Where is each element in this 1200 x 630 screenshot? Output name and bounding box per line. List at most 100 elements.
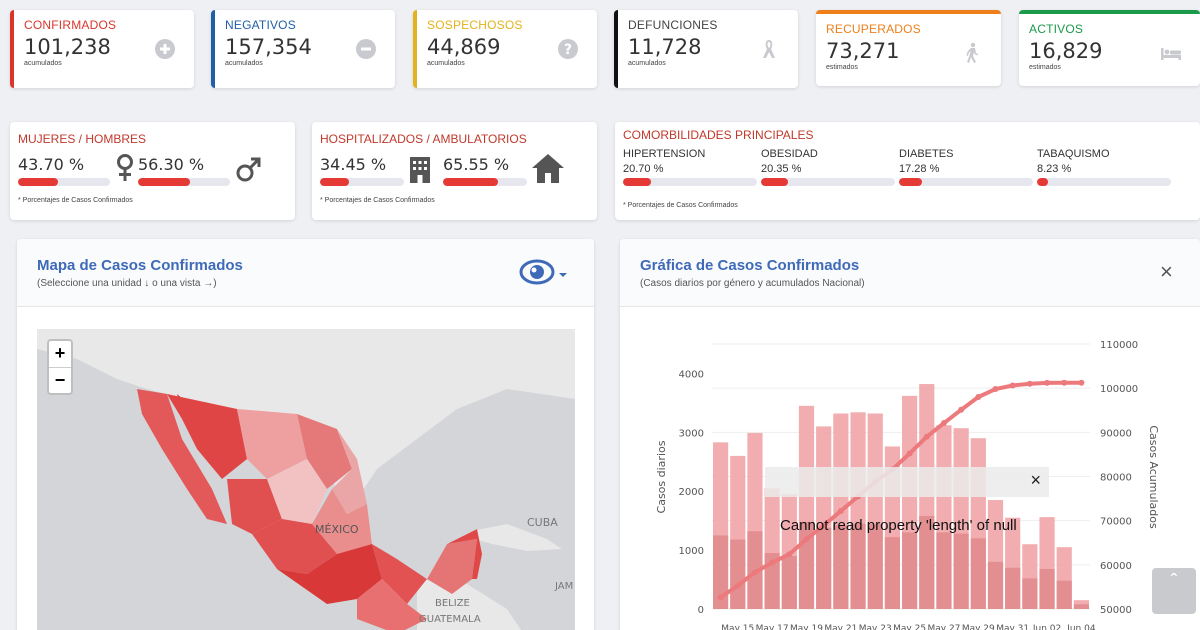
cumulative-point [1061,379,1068,386]
cumulative-point [1009,382,1016,389]
y2-tick-label: 100000 [1100,384,1138,395]
map-label-belize: BELIZE [435,598,470,609]
stat-label: CONFIRMADOS [24,18,117,32]
male-icon [236,157,261,182]
y-axis-label: Casos diarios [655,440,668,513]
scroll-top-button[interactable]: ˆ [1152,568,1196,614]
x-tick-label: May 23 [859,624,892,630]
bar-subgroup [936,532,952,609]
map-canvas: MÉXICO CUBA BELIZE GUATEMALA JAM [37,329,575,630]
comorbidity-bar [1037,178,1171,186]
minus-circle-icon [356,39,376,59]
comorbidity-tabaquismo: TABAQUISMO 8.23 % [1037,148,1171,186]
cumulative-point [1026,380,1033,387]
hosp-bar [320,178,404,186]
comorbidity-pct: 17.28 % [899,163,940,175]
stat-card-sospechosos[interactable]: SOSPECHOSOS 44,869 acumulados ? [413,10,597,88]
eye-dropdown-icon[interactable] [519,257,569,287]
y2-tick-label: 70000 [1100,517,1132,528]
stat-value: 16,829 [1029,39,1103,63]
close-icon[interactable]: × [1160,259,1173,284]
zoom-out-button[interactable]: − [49,367,71,393]
amb-bar-fill [443,178,499,186]
hospital-building-icon [410,157,430,183]
x-tick-label: May 21 [824,624,857,630]
stat-value: 101,238 [24,35,111,59]
stat-card-defunciones[interactable]: DEFUNCIONES 11,728 acumulados [614,10,798,88]
stat-label: RECUPERADOS [826,22,921,36]
bar-subgroup [1073,604,1089,609]
stat-sub: acumulados [628,60,666,67]
x-tick-label: May 29 [962,624,995,630]
cumulative-point [717,594,724,601]
map-label-guatemala: GUATEMALA [419,614,481,625]
men-bar [138,178,230,186]
stat-card-activos[interactable]: ACTIVOS 16,829 estimados [1019,10,1200,86]
bar-subgroup [1039,568,1055,609]
comorbidity-bar [899,178,1033,186]
x-tick-label: May 15 [721,624,754,630]
bar-subgroup [953,533,969,609]
stat-sub: acumulados [225,60,263,67]
cumulative-point [803,536,810,543]
x-tick-label: May 25 [893,624,926,630]
y2-tick-label: 110000 [1100,340,1138,351]
comorbidity-bar-fill [761,178,789,186]
bar-subgroup [730,539,746,609]
cases-chart: 0 1000 2000 3000 4000 50000 60000 70000 80000 900… [655,340,1160,630]
stat-card-negativos[interactable]: NEGATIVOS 157,354 acumulados [211,10,395,88]
bar-subgroup [987,561,1004,609]
bar-subgroup [1022,578,1038,609]
cumulative-point [992,386,999,393]
ribbon-icon [763,40,775,58]
women-bar [18,178,110,186]
comorbidity-bar [761,178,895,186]
stat-value: 157,354 [225,35,312,59]
y2-tick-label: 60000 [1100,561,1132,572]
female-icon [117,154,133,181]
x-tick-label: Jun 04 [1066,624,1096,630]
comorbidity-name: TABAQUISMO [1037,148,1110,160]
stat-sub: estimados [826,64,858,71]
comorbidity-diabetes: DIABETES 17.28 % [899,148,1033,186]
walking-icon [966,42,978,63]
bar-subgroup [884,537,900,609]
svg-text:?: ? [564,42,572,58]
cumulative-point [786,551,793,558]
bar-subgroup [781,556,797,609]
stat-card-confirmados[interactable]: CONFIRMADOS 101,238 acumulados [10,10,194,88]
stat-value: 73,271 [826,39,900,63]
bar-subgroup [1005,567,1021,609]
cumulative-point [1078,379,1085,386]
stat-sub: acumulados [427,60,465,67]
stat-label: NEGATIVOS [225,18,296,32]
women-pct: 43.70 % [18,155,85,174]
error-overlay: × [765,467,1049,497]
chart-panel-title: Gráfica de Casos Confirmados [640,257,860,274]
amb-bar [443,178,527,186]
bar-subgroup [902,532,918,609]
comorbidity-name: OBESIDAD [761,148,818,160]
stat-sub: acumulados [24,60,62,67]
y-tick-label: 3000 [679,428,704,439]
y-tick-label: 2000 [679,487,704,498]
comorbidity-obesidad: OBESIDAD 20.35 % [761,148,895,186]
mexico-map[interactable]: MÉXICO CUBA BELIZE GUATEMALA JAM + − [37,329,575,630]
bar-subgroup [1056,580,1072,609]
bar-subgroup [919,515,935,609]
cumulative-line [719,380,1082,600]
stat-card-recuperados[interactable]: RECUPERADOS 73,271 estimados [816,10,1001,86]
cumulative-point [1044,379,1051,386]
comorbidity-name: HIPERTENSION [623,148,706,160]
cumulative-point [837,507,844,514]
comorbidity-pct: 8.23 % [1037,163,1072,175]
comorbidity-pct: 20.70 % [623,163,664,175]
y2-axis-label: Casos Acumulados [1147,425,1160,529]
x-tick-label: May 19 [790,624,823,630]
zoom-in-button[interactable]: + [54,343,66,363]
stat-label: DEFUNCIONES [628,18,718,32]
men-bar-fill [138,178,190,186]
error-close-button[interactable]: × [1030,470,1041,490]
x-tick-label: May 17 [756,624,789,630]
cumulative-point [906,450,913,457]
